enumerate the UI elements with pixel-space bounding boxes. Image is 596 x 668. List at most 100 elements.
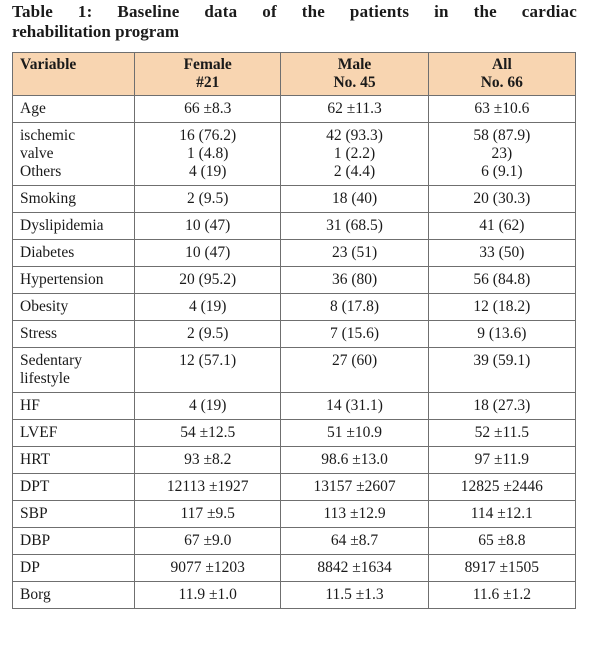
- female-cell: 10 (47): [133, 239, 282, 267]
- variable-cell-text: Diabetes: [20, 244, 75, 261]
- male-cell-text: 14 (31.1): [326, 397, 383, 414]
- all-cell-text: 12 (18.2): [473, 298, 531, 315]
- male-cell-text: 13157 ±2607: [313, 478, 396, 495]
- table-row: SBP 117 ±9.5 113 ±12.9 114 ±12.1: [12, 500, 577, 528]
- female-cell-text: 4 (19): [188, 397, 227, 414]
- male-cell: 7 (15.6): [280, 320, 429, 348]
- all-cell: 58 (87.9) 23) 6 (9.1): [427, 122, 577, 186]
- male-cell-text: 62 ±11.3: [327, 100, 382, 117]
- all-cell-text: 41 (62): [479, 217, 525, 234]
- all-cell: 8917 ±1505: [427, 554, 577, 582]
- male-cell-text: 8 (17.8): [330, 298, 380, 315]
- male-cell-text: 2 (4.4): [333, 163, 376, 180]
- variable-cell-text: Others: [20, 163, 62, 180]
- female-cell: 16 (76.2) 1 (4.8) 4 (19): [133, 122, 282, 186]
- all-cell: 97 ±11.9: [427, 446, 577, 474]
- variable-cell-text: Dyslipidemia: [20, 217, 104, 234]
- all-cell: 33 (50): [427, 239, 577, 267]
- variable-cell: Hypertension: [12, 266, 135, 294]
- table-row: Smoking 2 (9.5) 18 (40) 20 (30.3): [12, 185, 577, 213]
- variable-cell-text: HRT: [20, 451, 51, 468]
- table-row: Hypertension 20 (95.2) 36 (80) 56 (84.8): [12, 266, 577, 294]
- male-cell-text: 23 (51): [331, 244, 378, 261]
- table-row: Sedentary lifestyle 12 (57.1) 27 (60) 39 (59…: [12, 347, 577, 393]
- header-male-line-1: Male: [337, 56, 372, 73]
- female-cell-text: 10 (47): [185, 244, 231, 261]
- variable-cell: LVEF: [12, 419, 135, 447]
- variable-cell: Age: [12, 95, 135, 123]
- variable-cell: HRT: [12, 446, 135, 474]
- all-cell-text: 52 ±11.5: [474, 424, 530, 441]
- all-cell: 41 (62): [427, 212, 577, 240]
- table-row: Age 66 ±8.3 62 ±11.3 63 ±10.6: [12, 95, 577, 123]
- all-cell-text: 97 ±11.9: [474, 451, 530, 468]
- male-cell-text: 36 (80): [331, 271, 378, 288]
- all-cell-text: 18 (27.3): [473, 397, 531, 414]
- variable-cell: Obesity: [12, 293, 135, 321]
- header-row: Variable Female #21 Male No. 45 All No. …: [12, 52, 577, 96]
- male-cell-text: 7 (15.6): [330, 325, 380, 342]
- all-cell-text: 20 (30.3): [473, 190, 531, 207]
- female-cell-text: 117 ±9.5: [180, 505, 235, 522]
- table-caption-line-1: Table 1: Baseline data of the patients i…: [12, 2, 577, 21]
- header-all-line-1: All: [491, 56, 512, 73]
- male-cell-text: 1 (2.2): [333, 145, 376, 162]
- female-cell-text: 11.9 ±1.0: [178, 586, 237, 603]
- variable-cell-text: Sedentary: [20, 352, 82, 369]
- female-cell: 10 (47): [133, 212, 282, 240]
- variable-cell-text: SBP: [20, 505, 48, 522]
- variable-cell: SBP: [12, 500, 135, 528]
- all-cell-text: 58 (87.9): [473, 127, 531, 144]
- male-cell: 42 (93.3) 1 (2.2) 2 (4.4): [280, 122, 429, 186]
- table-row: LVEF 54 ±12.5 51 ±10.9 52 ±11.5: [12, 419, 577, 447]
- female-cell-text: 66 ±8.3: [184, 100, 232, 117]
- table-header: Variable Female #21 Male No. 45 All No. …: [12, 52, 577, 96]
- male-cell: 14 (31.1): [280, 392, 429, 420]
- male-cell-text: 31 (68.5): [326, 217, 383, 234]
- all-cell: 20 (30.3): [427, 185, 577, 213]
- female-cell: 2 (9.5): [133, 320, 282, 348]
- variable-cell-text: ischemic: [20, 127, 76, 144]
- male-cell: 51 ±10.9: [280, 419, 429, 447]
- table-caption: Table 1: Baseline data of the patients i…: [12, 2, 577, 42]
- male-cell-text: 98.6 ±13.0: [321, 451, 388, 468]
- male-cell: 27 (60): [280, 347, 429, 393]
- female-cell-text: 4 (19): [188, 298, 227, 315]
- table-row: DBP 67 ±9.0 64 ±8.7 65 ±8.8: [12, 527, 577, 555]
- variable-cell-text: DP: [20, 559, 40, 576]
- male-cell-text: 51 ±10.9: [327, 424, 383, 441]
- male-cell-text: 8842 ±1634: [317, 559, 392, 576]
- female-cell-text: 9077 ±1203: [170, 559, 245, 576]
- female-cell: 2 (9.5): [133, 185, 282, 213]
- all-cell-text: 114 ±12.1: [470, 505, 533, 522]
- variable-cell: ischemic valve Others: [12, 122, 135, 186]
- variable-cell: DBP: [12, 527, 135, 555]
- all-cell: 39 (59.1): [427, 347, 577, 393]
- variable-cell: HF: [12, 392, 135, 420]
- all-cell: 11.6 ±1.2: [427, 581, 577, 609]
- variable-cell: Dyslipidemia: [12, 212, 135, 240]
- female-cell-text: 20 (95.2): [179, 271, 237, 288]
- female-cell: 12 (57.1): [133, 347, 282, 393]
- female-cell-text: 67 ±9.0: [184, 532, 232, 549]
- variable-cell-text: Borg: [20, 586, 51, 603]
- variable-cell-text: lifestyle: [20, 370, 70, 387]
- header-male: Male No. 45: [280, 52, 429, 96]
- female-cell: 20 (95.2): [133, 266, 282, 294]
- variable-cell: DP: [12, 554, 135, 582]
- male-cell: 8 (17.8): [280, 293, 429, 321]
- variable-cell: Sedentary lifestyle: [12, 347, 135, 393]
- male-cell-text: 113 ±12.9: [323, 505, 386, 522]
- table-row: HRT 93 ±8.2 98.6 ±13.0 97 ±11.9: [12, 446, 577, 474]
- male-cell: 18 (40): [280, 185, 429, 213]
- header-all: All No. 66: [427, 52, 577, 96]
- table-row: Dyslipidemia 10 (47) 31 (68.5) 41 (62): [12, 212, 577, 240]
- female-cell-text: 2 (9.5): [187, 325, 229, 342]
- female-cell-text: 93 ±8.2: [184, 451, 232, 468]
- female-cell: 54 ±12.5: [133, 419, 282, 447]
- table-row: HF 4 (19) 14 (31.1) 18 (27.3): [12, 392, 577, 420]
- table-caption-line-2: rehabilitation program: [12, 22, 180, 41]
- table-row: Diabetes 10 (47) 23 (51) 33 (50): [12, 239, 577, 267]
- male-cell: 31 (68.5): [280, 212, 429, 240]
- all-cell-text: 12825 ±2446: [460, 478, 543, 495]
